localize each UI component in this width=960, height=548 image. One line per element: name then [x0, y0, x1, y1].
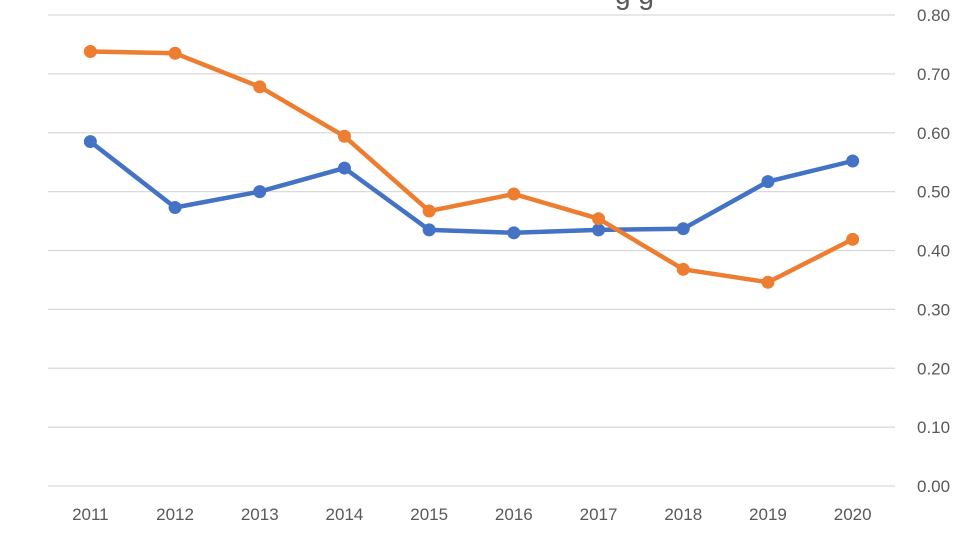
series-1-point-2019 [761, 175, 775, 189]
series-1-point-2020 [846, 154, 860, 168]
title-layer: g g [615, 0, 654, 10]
y-tick-label-1: 0.10 [917, 418, 950, 437]
y-tick-label-4: 0.40 [917, 242, 950, 261]
series-2-point-2016 [507, 187, 521, 201]
chart-title-fragment: g g [615, 0, 654, 10]
y-tick-label-0: 0.00 [917, 477, 950, 496]
series-2-line [88, 49, 855, 285]
x-tick-label-2018: 2018 [664, 505, 702, 524]
series-2-point-2018 [676, 262, 690, 276]
series-2-point-2020 [846, 232, 860, 246]
x-tick-label-2014: 2014 [326, 505, 364, 524]
series-2-point-2015 [422, 204, 436, 218]
series-1-line [88, 139, 855, 236]
x-axis-tick-labels: 2011 2012 2013 2014 2015 2016 2017 2018 2019 2020 [72, 505, 871, 524]
series-1-point-2015 [422, 223, 436, 237]
x-tick-label-2016: 2016 [495, 505, 533, 524]
y-tick-label-5: 0.50 [917, 183, 950, 202]
x-tick-label-2020: 2020 [834, 505, 872, 524]
x-tick-label-2015: 2015 [410, 505, 448, 524]
series-2-point-2011 [83, 45, 97, 59]
y-tick-label-8: 0.80 [917, 6, 950, 25]
series-2-point-2019 [761, 275, 775, 289]
series-1-point-2014 [337, 161, 351, 175]
gridlines [48, 14, 895, 487]
y-tick-label-2: 0.20 [917, 359, 950, 378]
y-tick-label-7: 0.70 [917, 65, 950, 84]
series-1-point-2013 [253, 185, 267, 199]
series-1 [83, 135, 860, 240]
series-2 [83, 45, 860, 289]
series-layer [83, 45, 860, 289]
x-tick-label-2013: 2013 [241, 505, 279, 524]
series-1-point-2017 [592, 223, 606, 237]
y-tick-label-6: 0.60 [917, 124, 950, 143]
x-tick-label-2019: 2019 [749, 505, 787, 524]
series-2-point-2014 [337, 129, 351, 143]
series-2-point-2017 [592, 212, 606, 226]
y-axis-tick-labels: 0.00 0.10 0.20 0.30 0.40 0.50 0.60 0.70 0.80 [917, 6, 950, 496]
series-2-point-2012 [168, 46, 182, 60]
x-tick-label-2011: 2011 [72, 505, 109, 524]
series-2-point-2013 [253, 80, 267, 94]
y-tick-label-3: 0.30 [917, 300, 950, 319]
series-1-point-2018 [676, 222, 690, 236]
x-tick-label-2012: 2012 [156, 505, 194, 524]
series-1-point-2012 [168, 201, 182, 215]
series-1-point-2011 [83, 135, 97, 149]
series-1-point-2016 [507, 226, 521, 240]
x-tick-label-2017: 2017 [580, 505, 618, 524]
